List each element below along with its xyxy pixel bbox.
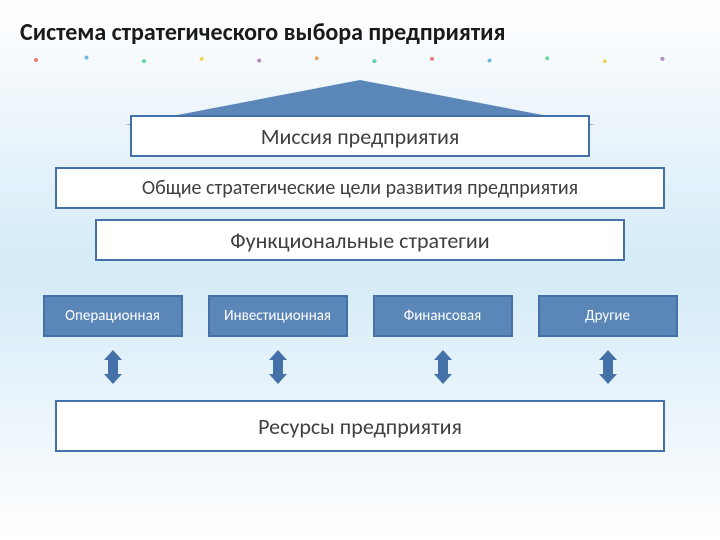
- strategy-other-label: Другие: [585, 307, 630, 325]
- strategy-operational-label: Операционная: [65, 307, 160, 325]
- strategy-operational: Операционная: [43, 295, 183, 337]
- strategy-investment: Инвестиционная: [208, 295, 348, 337]
- box-functional: Функциональные стратегии: [95, 219, 625, 261]
- strategy-row: Операционная Инвестиционная Финансовая Д…: [0, 295, 720, 337]
- double-arrow-icon: [599, 350, 617, 384]
- double-arrow-icon: [104, 350, 122, 384]
- box-mission-label: Миссия предприятия: [261, 123, 460, 150]
- double-arrow-icon: [434, 350, 452, 384]
- strategy-investment-label: Инвестиционная: [224, 307, 331, 325]
- strategy-financial-label: Финансовая: [404, 307, 482, 325]
- box-resources: Ресурсы предприятия: [55, 400, 665, 452]
- box-resources-label: Ресурсы предприятия: [258, 413, 462, 440]
- strategy-other: Другие: [538, 295, 678, 337]
- box-functional-label: Функциональные стратегии: [230, 227, 489, 254]
- box-mission: Миссия предприятия: [130, 115, 590, 157]
- double-arrow-icon: [269, 350, 287, 384]
- decorative-confetti: [0, 54, 720, 66]
- box-goals: Общие стратегические цели развития предп…: [55, 167, 665, 209]
- strategy-financial: Финансовая: [373, 295, 513, 337]
- page-title: Система стратегического выбора предприят…: [20, 18, 506, 47]
- arrow-row: [0, 350, 720, 384]
- box-goals-label: Общие стратегические цели развития предп…: [142, 176, 578, 200]
